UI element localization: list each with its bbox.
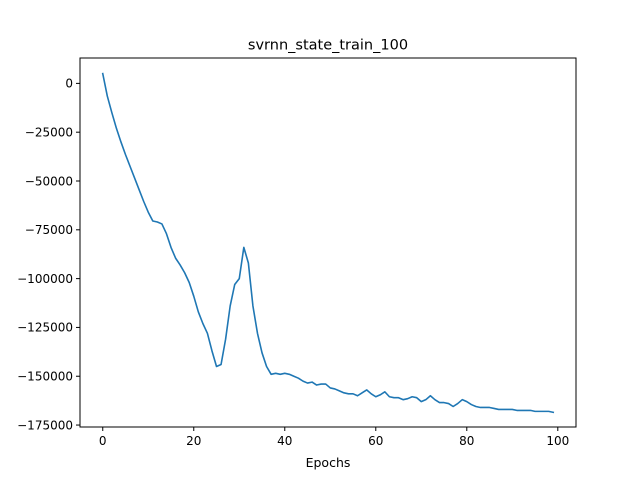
y-tick-label: −75000 [25,223,73,237]
x-tick-label: 60 [368,434,383,448]
y-tick-label: −125000 [17,321,73,335]
y-tick-label: −150000 [17,370,73,384]
y-tick-label: −175000 [17,418,73,432]
series-line-0 [101,72,555,414]
series-group [101,72,555,414]
x-tick-label: 100 [546,434,569,448]
y-tick-label: −50000 [25,174,73,188]
x-tick-label: 0 [99,434,107,448]
x-axis-label: Epochs [306,455,351,470]
y-tick-label: −100000 [17,272,73,286]
x-axis: 0 20 40 60 80 100 [99,427,569,448]
x-tick-label: 20 [186,434,201,448]
plot-area [79,57,577,428]
y-tick-label: 0 [65,77,73,91]
x-tick-label: 80 [459,434,474,448]
y-tick-label: −25000 [25,125,73,139]
chart-title: svrnn_state_train_100 [248,38,408,54]
plot-frame [79,57,577,428]
y-axis: 0 −25000 −50000 −75000 −100000 −125000 −150000… [17,77,80,432]
x-tick-label: 40 [277,434,292,448]
